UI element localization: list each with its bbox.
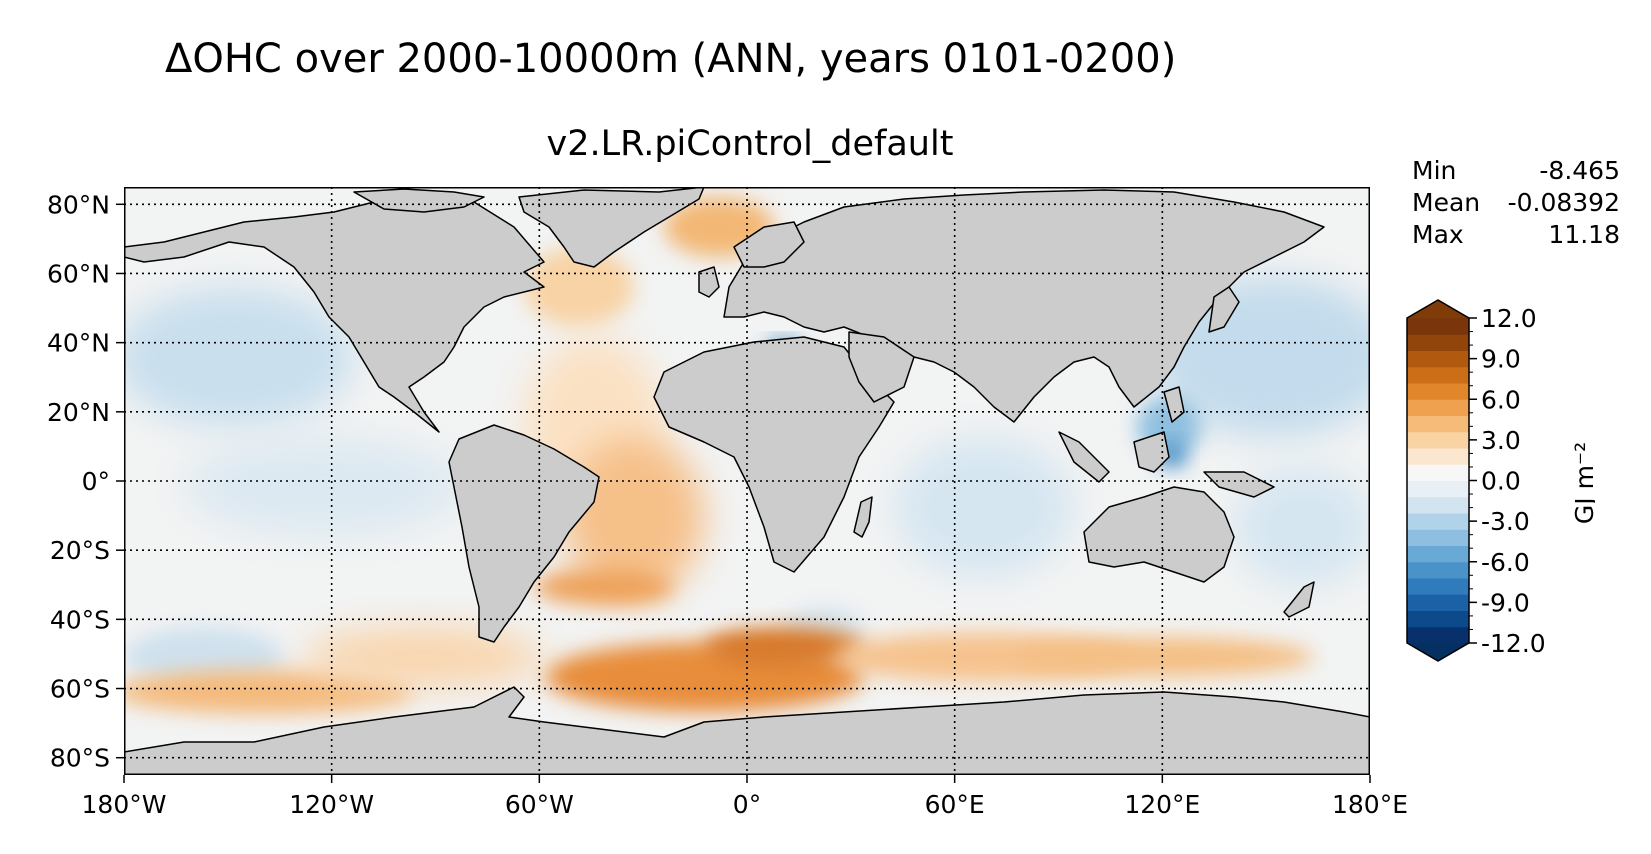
colorbar-tick-label: 6.0 [1481, 385, 1521, 414]
land-masses [124, 187, 1370, 775]
stat-mean-label: Mean [1412, 188, 1481, 217]
colorbar-tick-label: -12.0 [1481, 629, 1546, 658]
x-tick-label: 120°E [1124, 790, 1200, 819]
x-tick-label: 180°W [82, 790, 167, 819]
anomaly-north-pacific-east [124, 287, 354, 427]
y-tick-label: 0° [82, 467, 110, 496]
x-tick-label: 120°W [289, 790, 374, 819]
madagascar [853, 496, 873, 538]
arabian-peninsula [848, 331, 915, 403]
colorbar-tick-label: 12.0 [1481, 304, 1537, 333]
colorbar-tick-label: -9.0 [1481, 588, 1530, 617]
y-tick-label: 20°S [50, 536, 110, 565]
colorbar-segment [1407, 626, 1469, 644]
colorbar-extend-max [1407, 300, 1469, 318]
colorbar-segment [1407, 448, 1469, 465]
australia [1083, 486, 1235, 583]
map-plot [124, 187, 1370, 775]
borneo [1133, 431, 1170, 473]
british-isles [698, 266, 720, 298]
map-border [124, 187, 1370, 775]
x-tick-label: 60°E [925, 790, 985, 819]
y-tick-label: 60°N [47, 259, 110, 288]
anomaly-tropical-pacific [184, 437, 464, 537]
stat-min-label: Min [1412, 156, 1457, 185]
colorbar-segment [1407, 513, 1469, 530]
colorbar-segment [1407, 334, 1469, 351]
anomaly-ross-sea [124, 670, 414, 714]
sumatra [1058, 431, 1110, 483]
anomaly-south-atlantic-40s [534, 569, 674, 605]
figure-title: ΔOHC over 2000-10000m (ANN, years 0101-0… [165, 36, 1177, 82]
colorbar-segment [1407, 415, 1469, 433]
japan [1208, 286, 1240, 333]
y-tick-label: 80°N [47, 190, 110, 219]
colorbar-segment [1407, 399, 1469, 416]
x-tick-label: 0° [733, 790, 761, 819]
ohc-anomaly-field [124, 197, 1370, 714]
anomaly-indian-ocean [894, 437, 1074, 577]
colorbar-segment [1407, 383, 1469, 400]
y-tick-label: 40°S [50, 605, 110, 634]
colorbar-segment [1407, 496, 1469, 514]
arctic-islands [353, 188, 485, 213]
colorbar-segment [1407, 561, 1469, 579]
panel-title: v2.LR.piControl_default [546, 124, 954, 164]
colorbar-tick-label: 3.0 [1481, 426, 1521, 455]
anomaly-south-atlantic-core [704, 627, 864, 667]
africa [653, 336, 895, 573]
colorbar: 12.0 9.0 6.0 3.0 0.0 -3.0 -6.0 -9.0 -12.0 GJ m⁻² [1406, 299, 1595, 662]
colorbar-segment [1407, 545, 1469, 563]
anomaly-south-australia [1014, 637, 1314, 677]
colorbar-tick-label: -3.0 [1481, 507, 1530, 536]
new-zealand [1283, 581, 1315, 618]
colorbar-segment [1407, 366, 1469, 384]
colorbar-segment [1407, 350, 1469, 368]
anomaly-labrador-sea [524, 247, 634, 327]
colorbar-segment [1407, 610, 1469, 628]
y-tick-label: 60°S [50, 675, 110, 704]
new-guinea [1203, 471, 1275, 498]
south-america [448, 424, 600, 643]
stat-max-value: 11.18 [1548, 220, 1620, 249]
colorbar-tick-label: 0.0 [1481, 467, 1521, 496]
colorbar-segment [1407, 529, 1469, 546]
x-tick-label: 180°E [1332, 790, 1408, 819]
anomaly-north-pacific-west [1154, 277, 1370, 437]
antarctica [124, 686, 1370, 775]
north-america [124, 196, 545, 433]
y-tick-label: 40°N [47, 329, 110, 358]
colorbar-tick-label: 9.0 [1481, 345, 1521, 374]
colorbar-segment [1407, 578, 1469, 595]
colorbar-segment [1407, 480, 1469, 498]
stat-mean-value: -0.08392 [1507, 188, 1620, 217]
colorbar-segment [1407, 318, 1469, 335]
stat-min-value: -8.465 [1539, 156, 1620, 185]
colorbar-segment [1407, 464, 1469, 481]
x-tick-label: 60°W [505, 790, 574, 819]
colorbar-label: GJ m⁻² [1570, 442, 1595, 524]
anomaly-sw-pacific [1234, 467, 1370, 587]
y-tick-label: 20°N [47, 398, 110, 427]
y-tick-label: 80°S [50, 744, 110, 773]
anomaly-se-pacific [304, 627, 544, 687]
graticule [124, 187, 1370, 775]
colorbar-tick-label: -6.0 [1481, 548, 1530, 577]
colorbar-segment [1407, 431, 1469, 449]
colorbar-extend-min [1407, 643, 1469, 661]
stat-max-label: Max [1412, 220, 1464, 249]
greenland [518, 187, 705, 268]
colorbar-segment [1407, 594, 1469, 611]
